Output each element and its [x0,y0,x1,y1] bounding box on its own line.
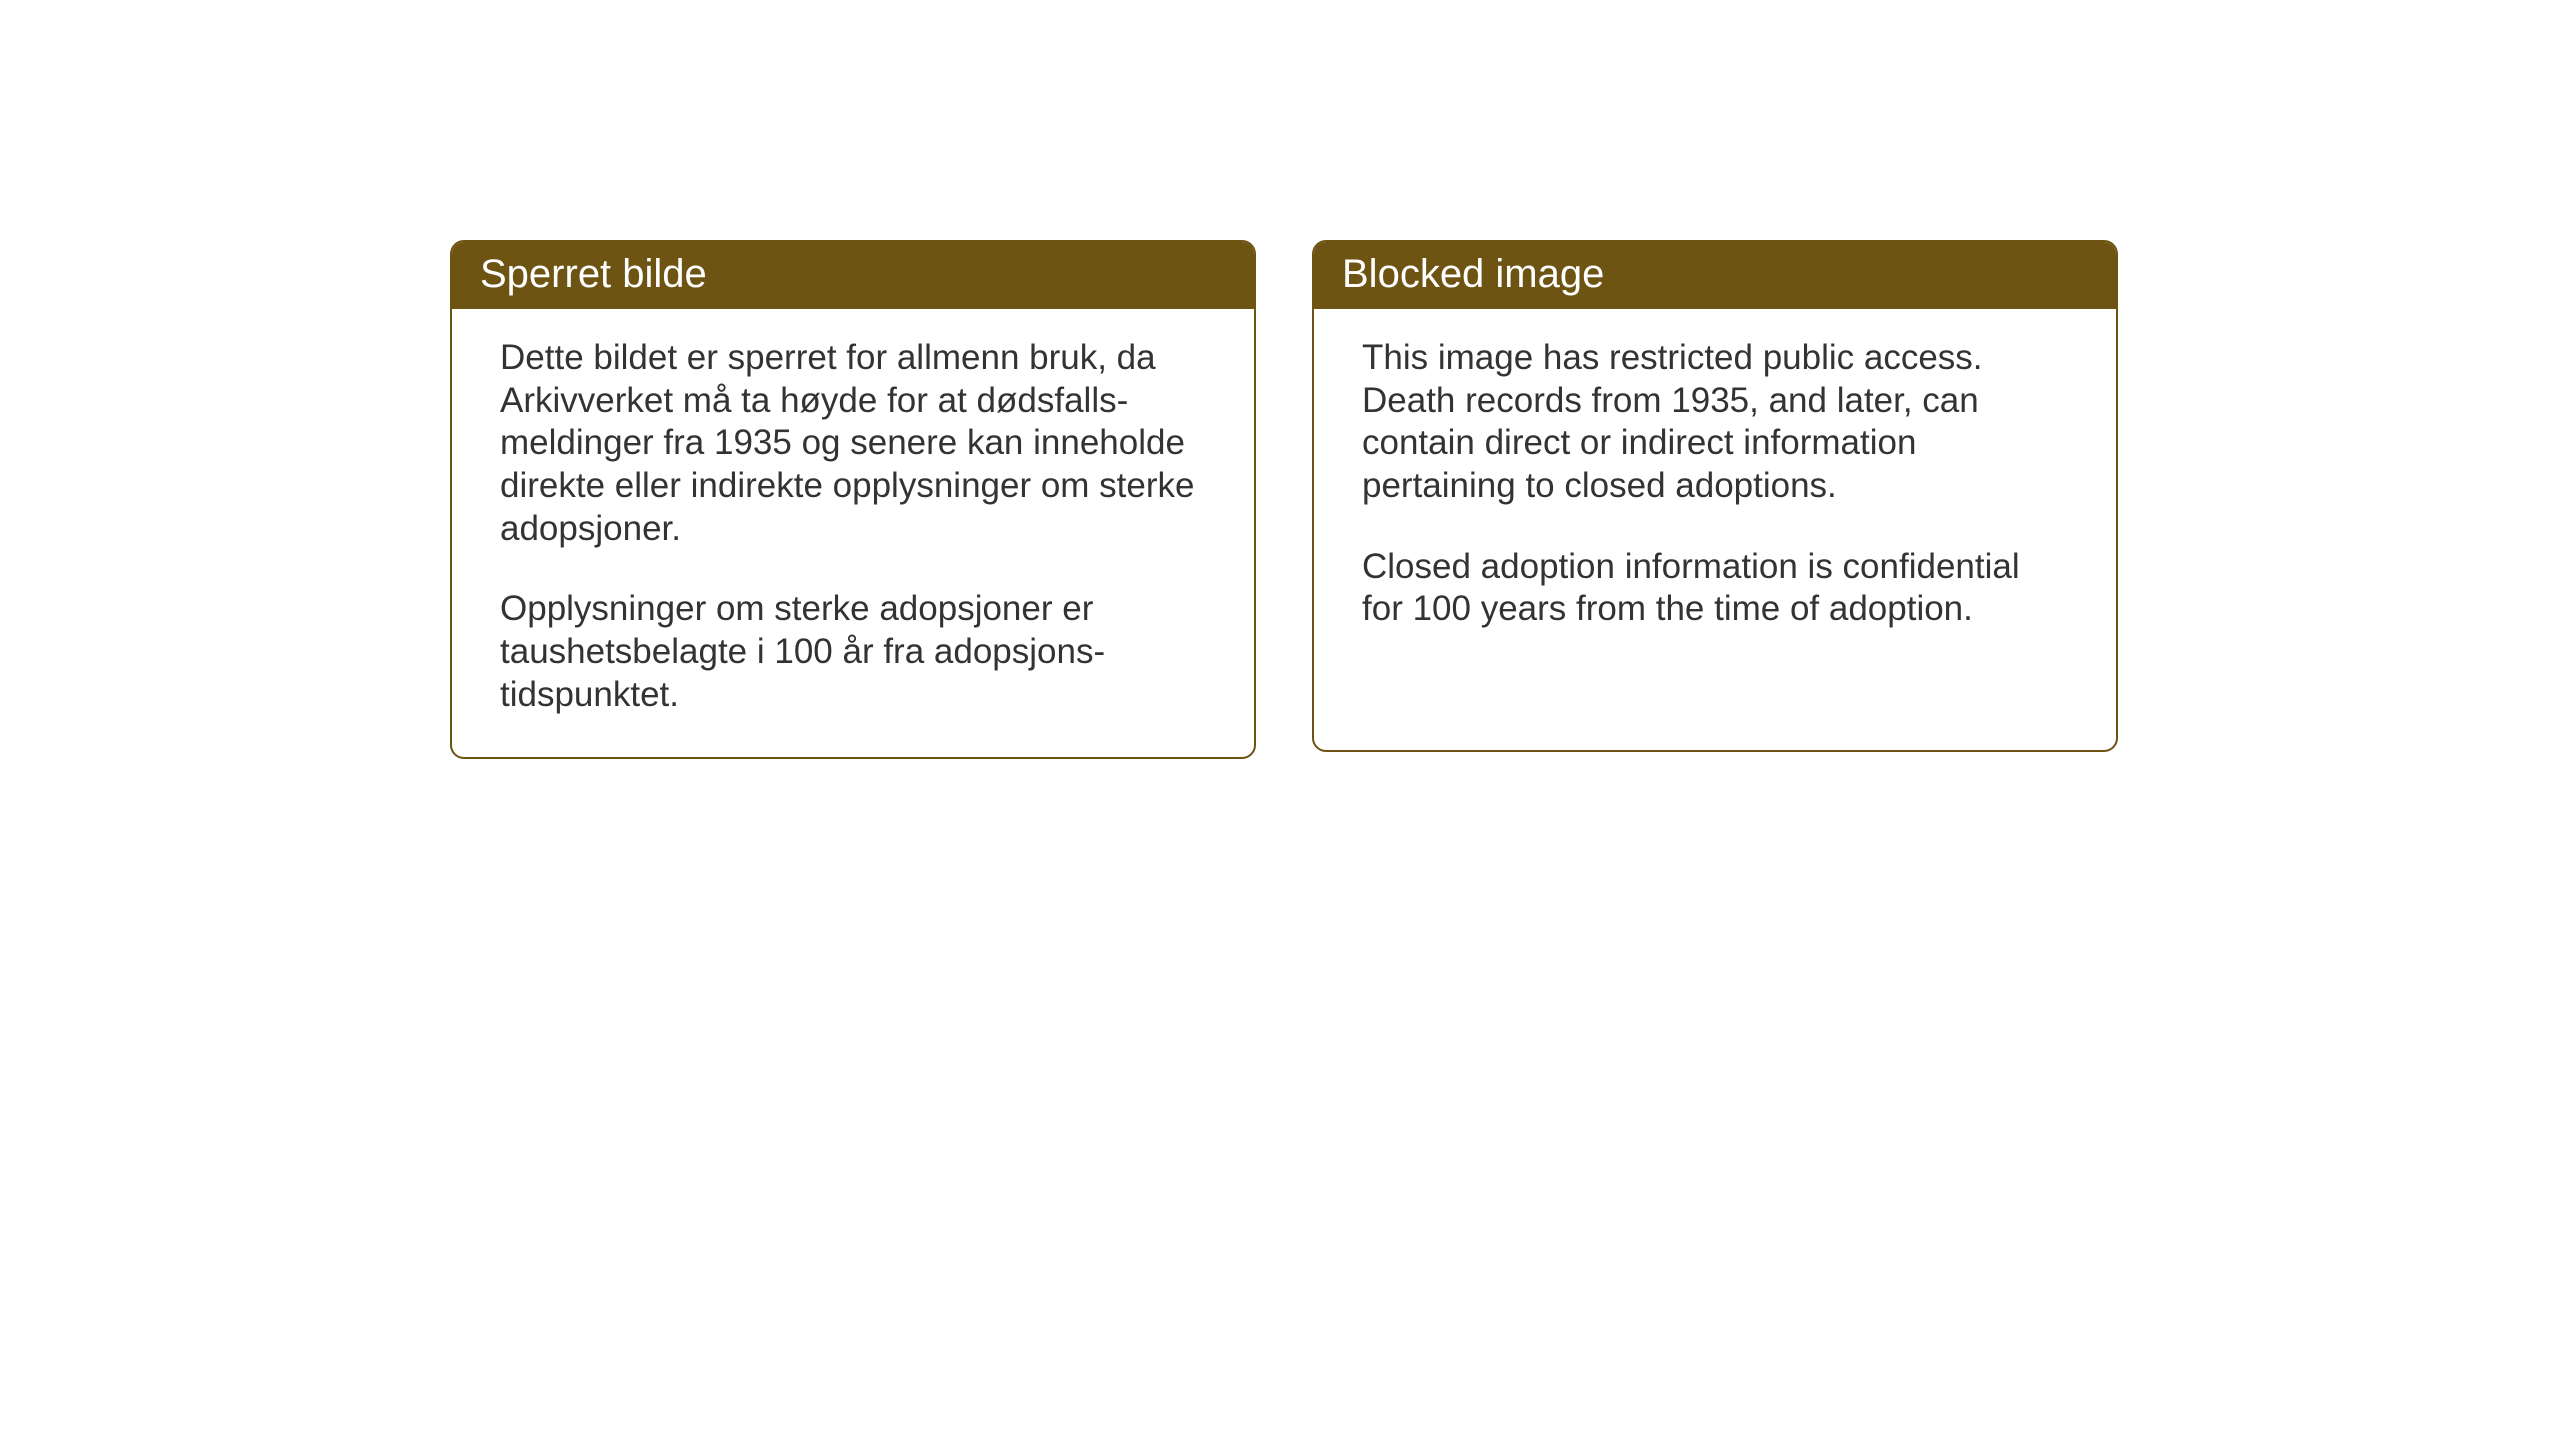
card-header-norwegian: Sperret bilde [452,242,1254,309]
card-body-norwegian: Dette bildet er sperret for allmenn bruk… [452,309,1254,757]
paragraph-2-english: Closed adoption information is confident… [1362,546,2068,631]
notice-container: Sperret bilde Dette bildet er sperret fo… [450,240,2118,759]
notice-card-english: Blocked image This image has restricted … [1312,240,2118,752]
card-title-norwegian: Sperret bilde [480,252,707,296]
card-title-english: Blocked image [1342,252,1604,296]
paragraph-1-norwegian: Dette bildet er sperret for allmenn bruk… [500,337,1206,550]
paragraph-2-norwegian: Opplysninger om sterke adopsjoner er tau… [500,588,1206,716]
paragraph-1-english: This image has restricted public access.… [1362,337,2068,508]
card-body-english: This image has restricted public access.… [1314,309,2116,671]
notice-card-norwegian: Sperret bilde Dette bildet er sperret fo… [450,240,1256,759]
card-header-english: Blocked image [1314,242,2116,309]
